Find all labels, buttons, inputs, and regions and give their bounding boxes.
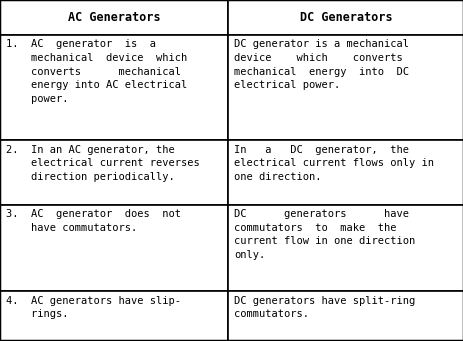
Text: 2.  In an AC generator, the
    electrical current reverses
    direction period: 2. In an AC generator, the electrical cu… bbox=[6, 145, 200, 182]
Bar bbox=[228, 205, 463, 291]
Text: AC Generators: AC Generators bbox=[68, 11, 160, 24]
Text: DC generators have split-ring
commutators.: DC generators have split-ring commutator… bbox=[234, 296, 415, 319]
Text: DC generator is a mechanical
device    which    converts
mechanical  energy  int: DC generator is a mechanical device whic… bbox=[234, 40, 408, 90]
Bar bbox=[0, 140, 228, 205]
Text: 1.  AC  generator  is  a
    mechanical  device  which
    converts      mechani: 1. AC generator is a mechanical device w… bbox=[6, 40, 187, 104]
Bar bbox=[0, 291, 228, 341]
Bar bbox=[0, 205, 228, 291]
Bar bbox=[0, 0, 228, 35]
Bar bbox=[228, 0, 463, 35]
Bar bbox=[228, 35, 463, 140]
Text: DC      generators      have
commutators  to  make  the
current flow in one dire: DC generators have commutators to make t… bbox=[234, 209, 415, 260]
Text: In   a   DC  generator,  the
electrical current flows only in
one direction.: In a DC generator, the electrical curren… bbox=[234, 145, 433, 182]
Text: 4.  AC generators have slip-
    rings.: 4. AC generators have slip- rings. bbox=[6, 296, 181, 319]
Text: 3.  AC  generator  does  not
    have commutators.: 3. AC generator does not have commutator… bbox=[6, 209, 181, 233]
Bar bbox=[228, 291, 463, 341]
Bar bbox=[0, 35, 228, 140]
Text: DC Generators: DC Generators bbox=[299, 11, 392, 24]
Bar bbox=[228, 140, 463, 205]
